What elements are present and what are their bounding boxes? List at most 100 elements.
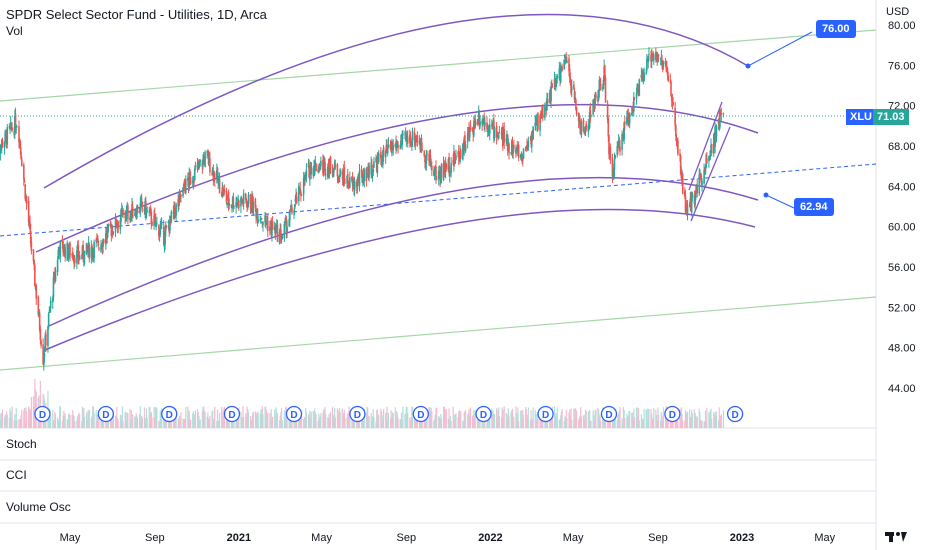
volume-bar bbox=[651, 419, 653, 428]
volume-bar bbox=[479, 415, 481, 428]
callout-line-high bbox=[747, 31, 813, 67]
volume-bar bbox=[662, 407, 665, 428]
volume-bar bbox=[594, 410, 596, 428]
volume-bar bbox=[684, 410, 687, 428]
candle-body bbox=[477, 122, 479, 124]
volume-bar bbox=[338, 407, 341, 428]
volume-bar bbox=[317, 420, 319, 428]
volume-bar bbox=[680, 407, 682, 428]
candle-body bbox=[677, 140, 679, 155]
candle-body bbox=[38, 312, 41, 331]
candle-body bbox=[565, 57, 568, 62]
candle-body bbox=[708, 157, 711, 160]
candle-body bbox=[273, 226, 276, 231]
volume-bar bbox=[655, 409, 657, 428]
annotation-price-62-94[interactable]: 62.94 bbox=[794, 198, 834, 216]
volume-bar bbox=[92, 406, 95, 428]
dividend-marker-label: D bbox=[39, 410, 46, 421]
candle-body bbox=[397, 144, 399, 149]
candle-body bbox=[443, 163, 446, 172]
candle-body bbox=[395, 143, 398, 149]
volume-bar bbox=[69, 414, 71, 428]
pane-volume-osc-label[interactable]: Volume Osc bbox=[6, 500, 71, 514]
candle-body bbox=[310, 162, 313, 175]
candle-body bbox=[320, 160, 322, 167]
volume-bar bbox=[269, 413, 271, 428]
candle-body bbox=[699, 171, 701, 173]
candle-body bbox=[120, 209, 122, 222]
volume-bar bbox=[178, 415, 181, 428]
candle-body bbox=[300, 191, 302, 196]
volume-bar bbox=[221, 407, 223, 428]
volume-bar bbox=[578, 419, 580, 428]
volume-bar bbox=[169, 419, 171, 428]
volume-bar bbox=[429, 412, 432, 428]
volume-bar bbox=[371, 416, 374, 428]
candle-body bbox=[97, 241, 100, 246]
candle-body bbox=[425, 154, 428, 165]
volume-bar bbox=[246, 406, 248, 428]
volume-bar bbox=[115, 415, 117, 428]
volume-bar bbox=[272, 416, 274, 428]
tradingview-logo-icon[interactable] bbox=[885, 531, 911, 543]
volume-bar bbox=[149, 407, 151, 428]
pane-stoch-label[interactable]: Stoch bbox=[6, 437, 37, 451]
volume-bar bbox=[679, 408, 681, 428]
volume-bar bbox=[255, 412, 257, 428]
candle-body bbox=[334, 164, 337, 168]
volume-bar bbox=[717, 420, 720, 428]
annotation-price-76[interactable]: 76.00 bbox=[816, 20, 856, 38]
candle-body bbox=[257, 219, 259, 223]
volume-bar bbox=[590, 420, 592, 428]
candle-body bbox=[194, 166, 197, 167]
volume-bar bbox=[342, 416, 344, 428]
volume-bar bbox=[376, 410, 378, 428]
volume-bar bbox=[498, 407, 500, 428]
volume-bar bbox=[619, 407, 621, 428]
volume-bar bbox=[510, 412, 512, 428]
volume-bar bbox=[575, 409, 577, 428]
volume-bar bbox=[127, 413, 129, 428]
candle-body bbox=[344, 183, 346, 184]
dividend-marker: D bbox=[475, 405, 492, 423]
candle-body bbox=[133, 214, 136, 216]
dividend-marker-label: D bbox=[731, 410, 738, 421]
volume-bar bbox=[405, 406, 407, 428]
candle-body bbox=[4, 131, 7, 143]
volume-bar bbox=[694, 412, 696, 428]
candle-body bbox=[290, 205, 293, 209]
candle-body bbox=[202, 158, 204, 166]
volume-bar bbox=[68, 414, 70, 428]
volume-bar bbox=[508, 416, 510, 428]
volume-bar bbox=[593, 420, 596, 428]
candle-body bbox=[302, 177, 305, 195]
candle-body bbox=[714, 126, 716, 147]
volume-bar bbox=[214, 406, 216, 428]
volume-bar bbox=[334, 407, 336, 428]
volume-bar bbox=[387, 412, 390, 428]
volume-bar bbox=[383, 409, 385, 428]
candle-body bbox=[672, 101, 674, 106]
candle-body bbox=[189, 177, 192, 185]
candle-body bbox=[527, 141, 530, 148]
candle-body bbox=[602, 79, 605, 90]
volume-bar bbox=[177, 419, 179, 428]
volume-bar bbox=[618, 413, 620, 428]
candle-body bbox=[9, 122, 12, 125]
volume-bar bbox=[52, 409, 54, 428]
candle-body bbox=[295, 196, 298, 204]
candle-body bbox=[569, 77, 572, 82]
volume-bar bbox=[598, 409, 600, 428]
pane-cci-label[interactable]: CCI bbox=[6, 468, 27, 482]
volume-bar bbox=[83, 408, 85, 428]
candle-body bbox=[444, 171, 446, 174]
volume-bar bbox=[241, 417, 243, 428]
volume-bar bbox=[252, 413, 254, 428]
volume-bar bbox=[635, 407, 638, 428]
volume-bar bbox=[183, 419, 185, 428]
volume-bar bbox=[11, 406, 13, 428]
volume-bar bbox=[500, 417, 503, 428]
candle-body bbox=[98, 248, 100, 250]
